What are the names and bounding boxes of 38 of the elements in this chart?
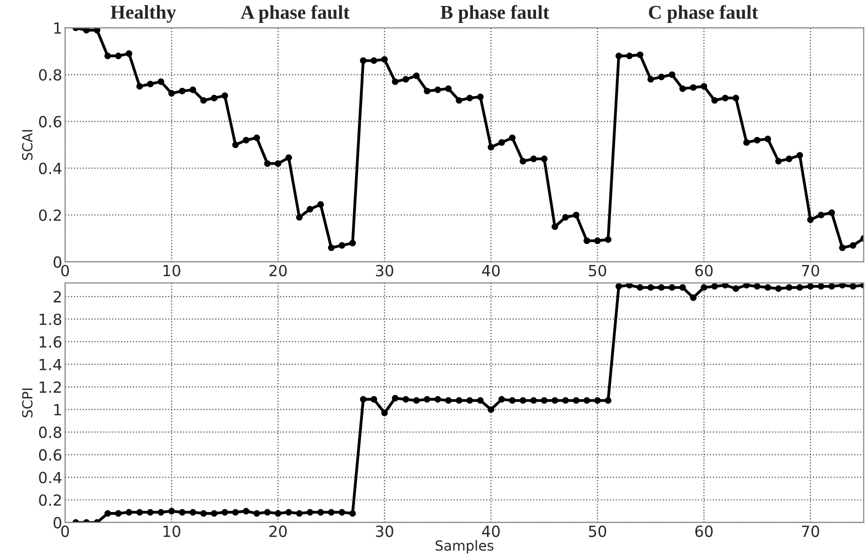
text: A phase fault: [240, 5, 350, 23]
y-tick-label: 0.6: [39, 116, 62, 128]
y-tick-label: 0.8: [39, 69, 62, 81]
text: B phase fault: [440, 5, 550, 23]
x-tick-label: 70: [802, 526, 820, 538]
y-tick-label: 2: [54, 290, 61, 302]
y-axis-title: SCPI: [22, 388, 33, 418]
x-tick-label: 20: [269, 264, 287, 276]
x-tick-label: 10: [164, 264, 180, 276]
y-tick-label: 0: [54, 256, 62, 268]
y-tick-label: 0.2: [39, 494, 61, 506]
x-tick-label: 30: [376, 526, 394, 538]
y-tick-label: 0.4: [39, 162, 62, 174]
x-tick-label: 20: [269, 526, 287, 538]
x-tick-label: 60: [695, 264, 713, 276]
x-tick-label: 40: [482, 264, 500, 276]
y-tick-label: 1.6: [40, 336, 62, 348]
y-tick-label: 1.2: [40, 381, 61, 393]
x-axis-title: Samples: [436, 540, 494, 554]
x-tick-label: 30: [376, 264, 394, 276]
y-axis-title: SCAI: [22, 130, 33, 160]
x-tick-label: 70: [802, 264, 820, 276]
y-tick-label: 0.8: [39, 426, 62, 438]
x-tick-label: 10: [164, 526, 180, 538]
y-tick-label: 1.4: [40, 358, 62, 370]
x-tick-label: 50: [588, 526, 606, 538]
x-tick-label: 60: [695, 526, 713, 538]
y-tick-label: 1.8: [40, 314, 62, 326]
y-tick-label: 1: [54, 22, 61, 34]
y-tick-label: 0: [54, 516, 62, 528]
y-tick-label: 0.4: [39, 472, 62, 484]
text: Healthy: [110, 5, 176, 23]
x-tick-label: 40: [482, 526, 500, 538]
y-tick-label: 0.6: [39, 449, 62, 461]
x-tick-label: 50: [588, 264, 606, 276]
y-tick-label: 0.2: [39, 209, 61, 222]
y-tick-label: 1: [54, 404, 61, 416]
text: C phase fault: [648, 5, 758, 23]
